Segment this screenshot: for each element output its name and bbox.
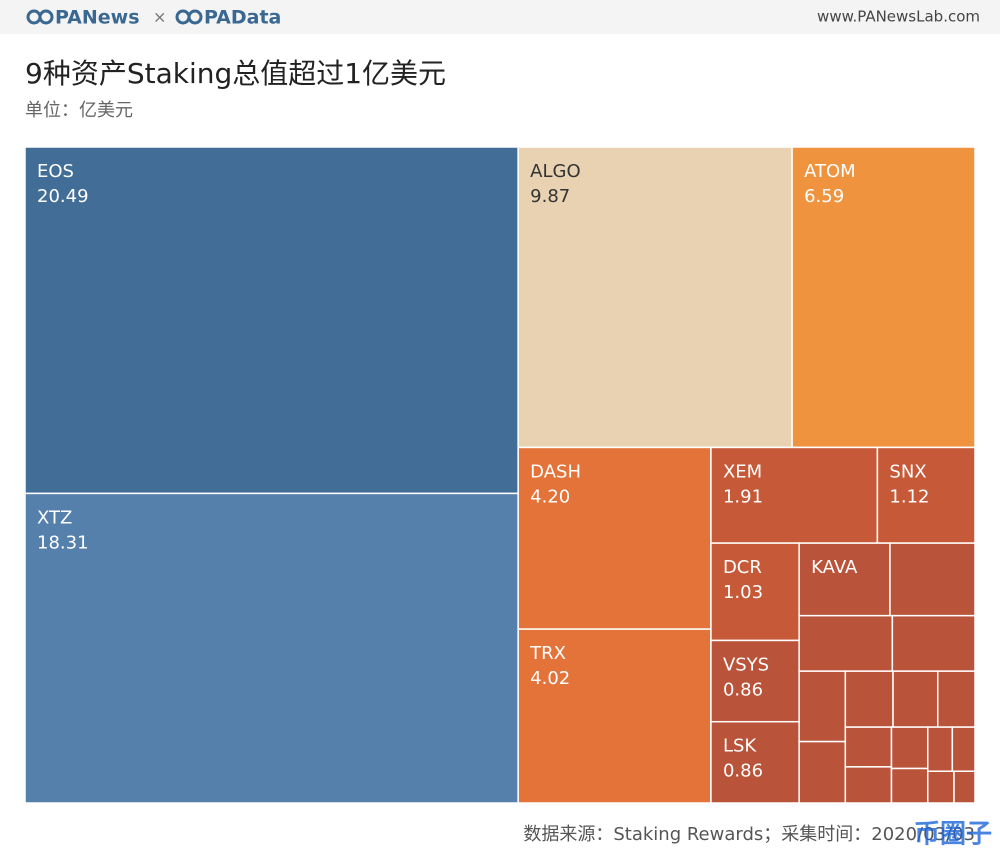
treemap-cell [891,614,976,672]
treemap-cell [24,146,519,495]
treemap-cell [953,770,976,804]
cell-label: SNX [889,461,926,482]
value-label: 1.91 [723,486,763,507]
treemap-cell [798,740,847,804]
value-label: 0.86 [723,679,763,700]
value-label: 20.49 [37,186,89,207]
treemap-cell [710,639,800,723]
cell-label: TRX [529,643,566,664]
treemap-cell [927,726,954,772]
value-label: 18.31 [37,532,89,553]
chart-title: 9种资产Staking总值超过1亿美元 [25,57,446,90]
treemap-cell [889,542,976,617]
cell-label: XTZ [37,507,72,528]
treemap-cell [798,614,894,672]
value-label: 1.12 [889,486,929,507]
logo-icon [26,9,203,25]
chart-subtitle: 单位：亿美元 [25,100,133,121]
treemap-cell [951,726,976,772]
treemap-cell [892,670,939,728]
brand: PANews [55,7,140,29]
cell-label: XEM [723,461,762,482]
treemap-cell [876,446,976,544]
brand: PAData [204,7,281,29]
separator: × [153,8,166,27]
value-label: 1.03 [723,582,763,603]
treemap-cell [927,770,955,804]
cell-label: DASH [530,461,581,482]
value-label: 0.86 [723,761,763,782]
treemap-cell [798,542,891,617]
value-label: 4.02 [530,668,570,689]
treemap-cell [791,146,976,449]
value-label: 9.87 [530,186,570,207]
treemap: EOS 20.49 XTZ 18.31 ALGO 9.87 ATOM 6.59 DASH 4.20… [24,146,976,804]
treemap-cell [798,670,847,743]
treemap-cell [936,670,976,728]
cell-label: ATOM [804,161,856,182]
source-note: 数据来源：Staking Rewards；采集时间：2020/03/03 [523,824,975,845]
treemap-cell [844,726,893,768]
cell-label: LSK [723,736,757,757]
treemap-cell [890,767,929,804]
cell-label: ALGO [530,161,580,182]
value-label: 4.20 [530,486,570,507]
cell-label: EOS [37,161,74,182]
cell-label: KAVA [811,557,858,578]
header-bar [0,0,1000,34]
watermark: 币圈子 [914,820,992,850]
cell-label: DCR [723,557,762,578]
treemap-cell [710,446,879,544]
treemap-cell [844,670,894,728]
treemap-cell [24,492,519,804]
treemap-cell [517,628,712,804]
website: www.PANewsLab.com [817,8,980,26]
treemap-cell [844,766,893,804]
cell-label: VSYS [723,654,769,675]
treemap-cell [710,720,800,804]
treemap-cell [517,446,712,630]
treemap-cell [890,726,929,770]
value-label: 6.59 [804,186,844,207]
